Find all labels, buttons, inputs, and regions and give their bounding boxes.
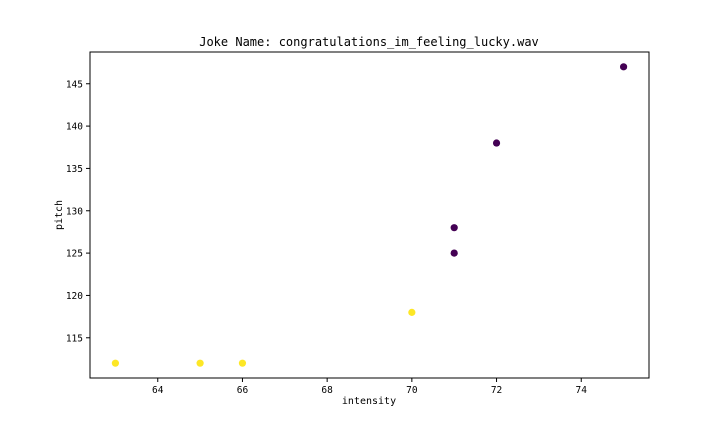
data-point: [238, 359, 247, 367]
y-axis: 115 120 125 130 135 140 145: [66, 79, 90, 344]
y-tick-label: 135: [66, 164, 83, 175]
x-tick-label: 70: [406, 385, 418, 396]
data-point: [450, 224, 458, 232]
plot-area: [89, 51, 650, 379]
data-point: [492, 139, 501, 147]
y-tick-label: 145: [66, 79, 83, 90]
y-tick-label: 130: [66, 206, 83, 217]
data-point: [619, 63, 628, 71]
data-point: [111, 359, 120, 367]
x-tick-label: 66: [237, 385, 249, 396]
x-tick-label: 64: [152, 385, 164, 396]
data-point: [196, 359, 204, 367]
x-tick-label: 68: [321, 385, 333, 396]
data-point: [450, 249, 458, 257]
y-tick-label: 120: [66, 291, 83, 302]
x-tick-label: 72: [491, 385, 502, 396]
data-point: [408, 308, 416, 316]
data-points: [111, 63, 628, 367]
x-axis-label: intensity: [342, 396, 396, 407]
x-tick-label: 74: [576, 385, 588, 396]
y-axis-label: pitch: [54, 200, 65, 230]
y-tick-label: 140: [66, 122, 83, 133]
y-tick-label: 125: [66, 249, 83, 260]
chart-title: Joke Name: congratulations_im_feeling_lu…: [199, 35, 539, 49]
x-axis: 64 66 68 70 72 74: [152, 378, 587, 396]
y-tick-label: 115: [66, 333, 83, 344]
